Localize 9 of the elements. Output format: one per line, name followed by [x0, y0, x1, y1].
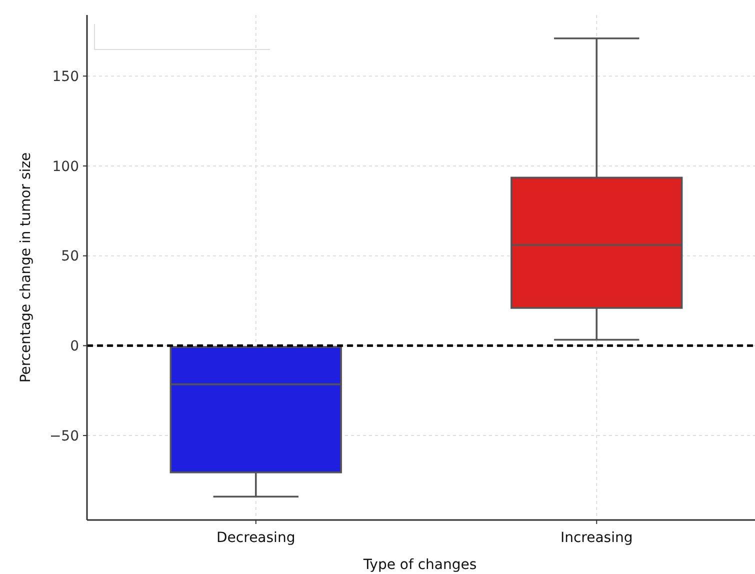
x-tick-label: Decreasing [216, 530, 296, 546]
x-tick-label: Increasing [560, 530, 633, 546]
y-tick-label: −50 [49, 428, 79, 444]
y-axis-title: Percentage change in tumor size [18, 152, 34, 383]
y-tick-label: 0 [70, 338, 79, 355]
y-tick-label: 50 [61, 248, 79, 265]
y-tick-label: 100 [52, 158, 79, 175]
y-tick-label: 150 [52, 69, 79, 86]
x-axis-title: Type of changes [362, 557, 477, 573]
